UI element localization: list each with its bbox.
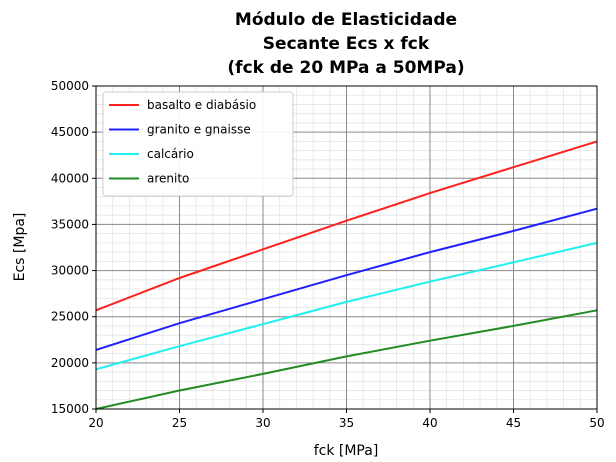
plot-area: 20 25 30 35 40 45 50 15000 20000 25000 30000 35000 4… [51, 79, 605, 430]
x-tick-label: 30 [255, 416, 270, 430]
y-tick-label: 25000 [51, 310, 89, 324]
y-tick-label: 45000 [51, 125, 89, 139]
chart-title: Módulo de Elasticidade Secante Ecs x fck… [227, 10, 464, 78]
legend-box [102, 91, 294, 197]
legend-label: arenito [147, 172, 189, 186]
x-tick-label: 45 [506, 416, 521, 430]
axes-frame [95, 85, 598, 410]
chart-title-line-2: Secante Ecs x fck [263, 34, 430, 54]
y-tick-label: 50000 [51, 79, 89, 93]
legend-label: granito e gnaisse [147, 123, 251, 137]
y-axis-label: Ecs [Mpa] [12, 213, 28, 282]
x-tick-label: 25 [172, 416, 187, 430]
x-tick-label: 50 [589, 416, 604, 430]
chart-title-line-3: (fck de 20 MPa a 50MPa) [227, 58, 464, 78]
y-tick-label: 15000 [51, 402, 89, 416]
chart-title-line-1: Módulo de Elasticidade [235, 10, 457, 30]
legend-label: basalto e diabásio [147, 98, 256, 112]
series-line-2 [95, 241, 598, 371]
series-line-0 [95, 140, 598, 312]
legend-label: calcário [147, 147, 194, 161]
x-tick-label: 20 [88, 416, 103, 430]
y-tick-label: 20000 [51, 356, 89, 370]
y-tick-label: 35000 [51, 217, 89, 231]
y-tick-label: 40000 [51, 171, 89, 185]
x-tick-label: 35 [339, 416, 354, 430]
y-tick-label: 30000 [51, 264, 89, 278]
series-line-1 [95, 207, 598, 351]
series-line-3 [95, 309, 598, 410]
x-axis-label: fck [MPa] [314, 443, 379, 459]
x-tick-label: 40 [422, 416, 437, 430]
